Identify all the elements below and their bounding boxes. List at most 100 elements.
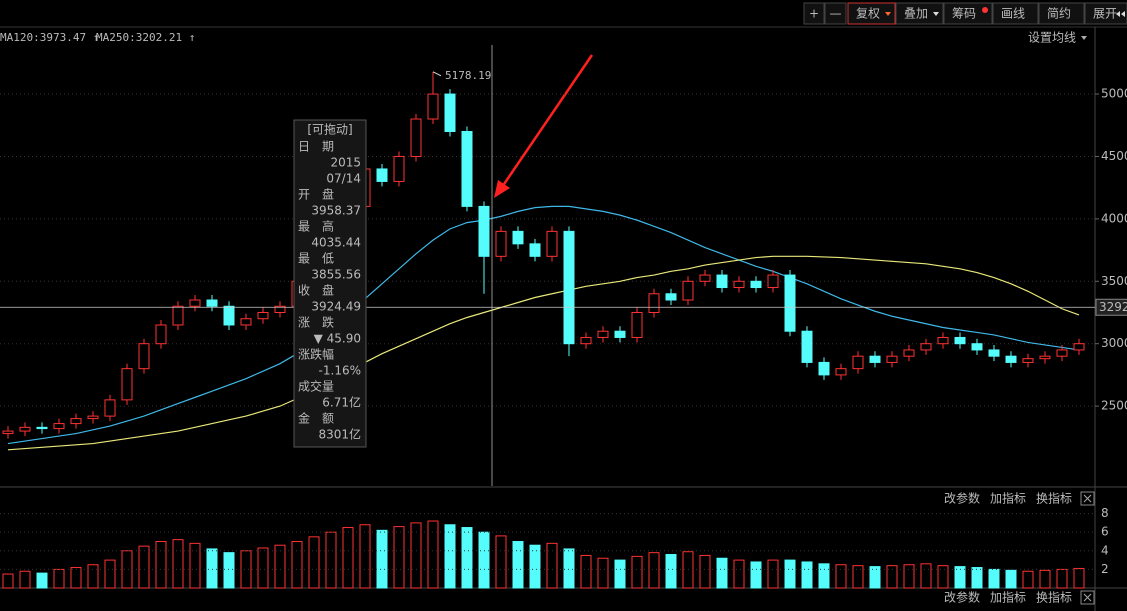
candle-body [869,355,881,363]
candle-body [665,293,677,301]
volume-bar [750,561,762,589]
toolbar-button[interactable] [895,2,944,25]
candle-body [988,349,1000,357]
candle-body [886,355,898,363]
close-icon [1083,494,1092,503]
candle-body [563,230,575,345]
y-tick-label: 3500 [1101,274,1127,288]
toolbar-label[interactable]: 画线 [1001,7,1025,21]
volume-bar [87,564,99,589]
volume-bar [988,568,1000,589]
candle-body [393,155,405,182]
tooltip-label: 涨 跌 [298,315,334,330]
candle-body [835,368,847,376]
toolbar-label[interactable]: 简约 [1047,6,1071,21]
volume-bar [36,572,48,589]
candle-body [53,423,65,430]
candle-body [1073,343,1085,351]
tooltip-value: 2015 [330,156,361,170]
candle-body [937,336,949,345]
close-icon [1083,593,1092,602]
pane-button[interactable]: 改参数 [944,491,980,506]
toolbar-label[interactable]: 复权 [856,7,880,21]
toolbar-label[interactable]: 筹码 [952,7,976,21]
candle-body [36,426,48,430]
legend-entry: MA120:3973.47 ↑ [0,31,99,44]
close-box[interactable] [1080,491,1095,506]
toolbar-button[interactable] [1038,2,1085,25]
volume-bar [614,559,626,589]
toolbar-label[interactable]: + [809,7,819,21]
toolbar-button[interactable] [1084,2,1127,25]
ma-setting[interactable]: 设置均线 [1028,31,1076,45]
peak-marker [432,71,442,77]
toolbar-label[interactable]: — [830,7,842,21]
toolbar-button[interactable] [992,2,1039,25]
candle-body [546,230,558,257]
candle-body [104,399,116,417]
tooltip-label: 日 期 [298,140,334,154]
candle-body [1022,358,1034,363]
volume-bar [869,566,881,589]
candle-body [70,418,82,425]
candle-body [376,168,388,182]
volume-bar [393,526,405,589]
volume-bar [529,544,541,589]
tooltip-value: 3924.49 [311,300,361,314]
candle-body [444,93,456,133]
volume-bar [342,527,354,589]
dropdown-icon [933,12,939,16]
toolbar-button[interactable] [943,2,993,25]
tooltip-value: 8301亿 [318,427,361,442]
candle-body [801,330,813,363]
candle-body [427,93,439,120]
candle-body [682,280,694,301]
candle-body [512,230,524,245]
volume-bar [325,531,337,589]
candle-body [529,243,541,257]
pane-button[interactable]: 改参数 [944,590,980,605]
volume-bar [716,557,728,589]
volume-bar [971,567,983,589]
y-tick-label: 6 [1101,525,1109,539]
y-tick-label: 4000 [1101,211,1127,225]
tooltip-value: 07/14 [326,172,361,186]
close-box[interactable] [1080,590,1095,605]
toolbar-button[interactable] [824,2,847,25]
tooltip[interactable]: [可拖动] 日 期 2015 07/14开 盘 3958.37最 高 4035.44 最 低… [293,119,367,448]
y-tick-label: 4 [1101,543,1109,557]
candle-body [767,274,779,289]
pane-button[interactable]: 加指标 [990,491,1026,506]
tooltip-label: 金 额 [298,411,334,426]
volume-bar [920,563,932,589]
tooltip-value: -1.16% [319,364,361,378]
candle-body [631,311,643,338]
ma-line [7,205,1080,445]
volume-bar [733,559,745,589]
toolbar-label[interactable]: 叠加 [904,7,928,21]
volume-bar [665,554,677,589]
candle-body [903,349,915,357]
tooltip-label: 最 高 [298,219,334,234]
candle-body [784,274,796,332]
candle-body [1056,349,1068,357]
volume-bar [240,550,252,589]
volume-bar [512,540,524,589]
candle-body [920,343,932,351]
pane-button[interactable]: 换指标 [1036,590,1072,605]
volume-bar [427,520,439,589]
volume-bar [903,564,915,589]
volume-bar [206,548,218,589]
volume-bar [852,565,864,589]
candle-body [121,368,133,401]
tooltip-label: 收 盘 [298,283,334,298]
pane-button[interactable]: 加指标 [990,590,1026,605]
toolbar-button[interactable] [803,2,825,25]
toolbar-button[interactable] [847,2,896,25]
y-tick-label: 5000 [1101,87,1127,101]
toolbar-label[interactable]: 展开 [1093,7,1117,21]
pane-button[interactable]: 换指标 [1036,491,1072,506]
volume-bar [274,544,286,589]
candle-body [852,355,864,370]
candle-body [971,343,983,351]
